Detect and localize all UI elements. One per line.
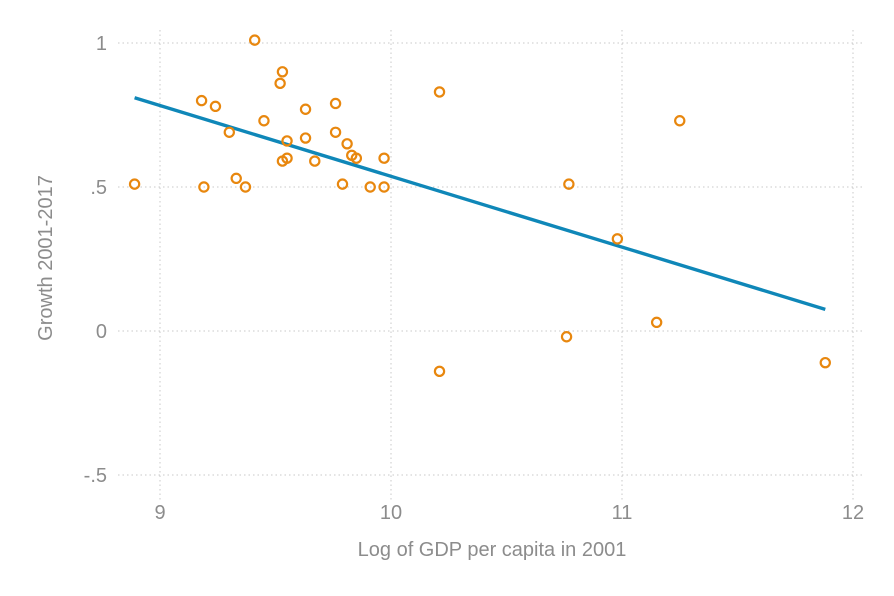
data-point-8 — [258, 115, 270, 127]
fit-line-group — [134, 96, 826, 312]
data-point-33 — [819, 356, 831, 369]
data-point-24 — [378, 152, 390, 164]
data-points — [128, 34, 831, 378]
data-point-26 — [433, 86, 446, 98]
gridlines — [118, 30, 862, 500]
y-tick-label-0: 1 — [96, 33, 107, 55]
data-point-17 — [329, 97, 342, 110]
x-tick-label-11: 11 — [612, 502, 633, 524]
x-tick-label-10: 10 — [380, 502, 402, 524]
x-tick-label-9: 9 — [154, 502, 165, 524]
x-axis-title: Log of GDP per capita in 2001 — [358, 539, 627, 561]
data-point-18 — [329, 126, 342, 138]
data-point-7 — [249, 34, 261, 46]
data-point-4 — [223, 126, 235, 138]
y-axis-title: Growth 2001-2017 — [35, 175, 57, 341]
data-point-5 — [230, 172, 242, 185]
data-point-28 — [560, 331, 573, 343]
data-point-12 — [281, 152, 293, 164]
fit-line — [134, 96, 826, 312]
data-point-14 — [299, 103, 312, 115]
x-axis-tick-labels: 9 10 11 12 — [154, 502, 864, 524]
data-point-0 — [128, 178, 141, 190]
data-point-19 — [336, 178, 349, 190]
data-point-22 — [350, 152, 363, 164]
data-point-16 — [309, 155, 321, 167]
data-point-32 — [674, 115, 686, 127]
data-point-25 — [378, 181, 390, 193]
data-point-9 — [274, 77, 286, 90]
y-tick-label-1: .5 — [90, 177, 107, 199]
y-axis-tick-labels: 1 .5 0 -.5 — [84, 33, 107, 487]
y-tick-label-2: 0 — [96, 321, 107, 343]
data-point-2 — [198, 181, 210, 193]
data-point-30 — [611, 233, 624, 245]
data-point-1 — [195, 94, 208, 107]
data-point-27 — [433, 365, 446, 378]
data-point-20 — [341, 138, 353, 150]
data-point-15 — [299, 132, 312, 144]
y-tick-label-3: -.5 — [84, 465, 107, 487]
data-point-13 — [281, 135, 293, 147]
data-point-6 — [239, 181, 252, 193]
data-point-3 — [209, 100, 222, 113]
data-point-10 — [276, 66, 289, 78]
data-point-31 — [650, 316, 663, 329]
data-point-29 — [563, 178, 575, 190]
data-point-23 — [364, 181, 376, 193]
x-tick-label-12: 12 — [842, 502, 864, 524]
